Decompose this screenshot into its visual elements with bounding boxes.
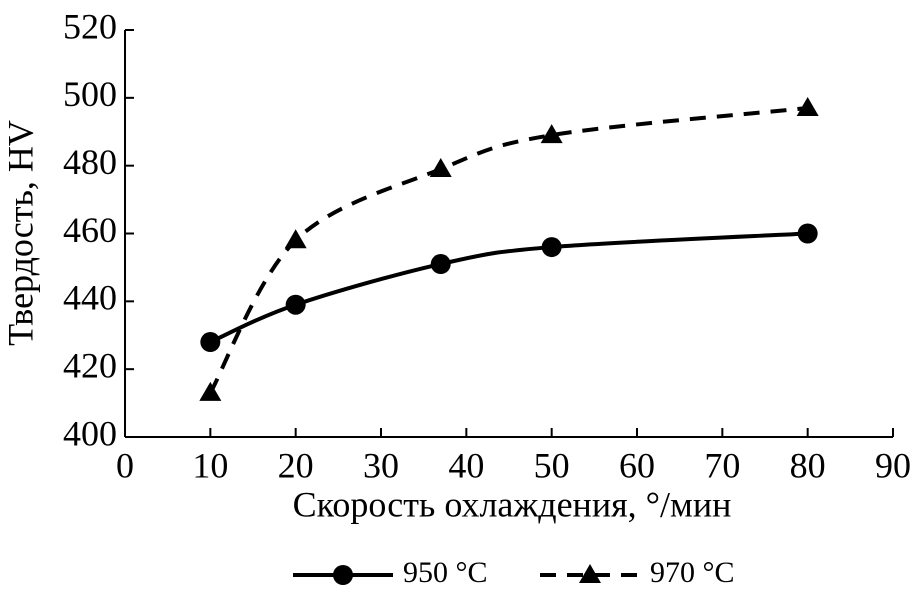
x-tick-label: 50 (534, 445, 570, 485)
legend-marker (579, 564, 601, 583)
x-tick-label: 60 (619, 445, 655, 485)
y-tick-label: 420 (63, 345, 117, 385)
data-point (797, 223, 818, 244)
data-point (430, 254, 451, 275)
y-tick-label: 500 (63, 74, 117, 114)
data-point (429, 158, 452, 178)
y-axis-label: Твердость, HV (0, 120, 40, 346)
data-point (199, 381, 222, 401)
data-point (540, 124, 563, 144)
x-tick-label: 40 (448, 445, 484, 485)
series-line (209, 231, 808, 344)
data-point (796, 97, 819, 117)
x-tick-label: 30 (363, 445, 399, 485)
legend-label: 970 °C (650, 556, 735, 589)
y-tick-label: 520 (63, 6, 117, 46)
x-axis-label: Скорость охлаждения, °/мин (293, 484, 732, 524)
y-tick-label: 460 (63, 210, 117, 250)
x-tick-label: 80 (790, 445, 826, 485)
legend-marker (333, 565, 353, 585)
x-tick-label: 90 (875, 445, 911, 485)
x-tick-label: 10 (192, 445, 228, 485)
data-point (284, 229, 307, 249)
y-tick-label: 400 (63, 413, 117, 453)
x-tick-label: 0 (116, 445, 134, 485)
x-tick-label: 70 (704, 445, 740, 485)
data-point (200, 332, 221, 353)
y-tick-label: 440 (63, 278, 117, 318)
data-point (285, 294, 306, 315)
data-point (541, 237, 562, 258)
legend-label: 950 °C (403, 556, 488, 589)
y-tick-label: 480 (63, 142, 117, 182)
x-tick-label: 20 (278, 445, 314, 485)
